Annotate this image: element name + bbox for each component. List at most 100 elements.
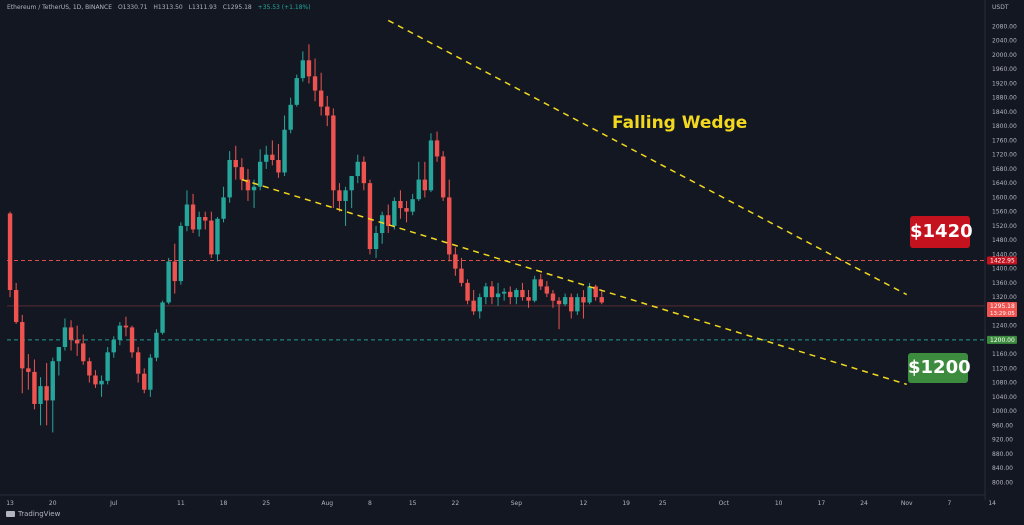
- candle-body[interactable]: [416, 179, 421, 200]
- candle-body[interactable]: [270, 154, 275, 161]
- candle-body[interactable]: [123, 325, 129, 328]
- candle-body[interactable]: [117, 325, 123, 340]
- candle-body[interactable]: [318, 90, 324, 107]
- candle-body[interactable]: [38, 386, 43, 404]
- candle-body[interactable]: [312, 76, 318, 91]
- candle-body[interactable]: [196, 216, 202, 230]
- candle-body[interactable]: [459, 268, 464, 283]
- candle-body[interactable]: [93, 375, 98, 385]
- candle-body[interactable]: [172, 261, 177, 282]
- candle-body[interactable]: [587, 286, 592, 303]
- symbol-title[interactable]: Ethereum / TetherUS, 1D, BINANCE: [7, 4, 113, 11]
- candle-body[interactable]: [501, 291, 507, 294]
- candle-body[interactable]: [20, 322, 25, 369]
- candle-body[interactable]: [465, 282, 470, 301]
- candle-body[interactable]: [135, 352, 141, 374]
- candle-body[interactable]: [166, 261, 171, 303]
- tradingview-logo[interactable]: TradingView: [6, 510, 60, 518]
- candle-body[interactable]: [471, 300, 476, 312]
- candle-body[interactable]: [331, 115, 336, 191]
- candle-body[interactable]: [379, 215, 385, 234]
- candle-body[interactable]: [489, 286, 495, 298]
- candle-body[interactable]: [99, 380, 104, 385]
- candle-body[interactable]: [142, 373, 147, 390]
- candle-body[interactable]: [562, 297, 568, 305]
- candle-body[interactable]: [221, 197, 226, 219]
- candle-body[interactable]: [514, 290, 519, 298]
- candle-body[interactable]: [355, 161, 360, 177]
- candle-body[interactable]: [276, 160, 281, 173]
- candle-body[interactable]: [538, 279, 543, 287]
- candle-body[interactable]: [325, 106, 330, 116]
- candle-body[interactable]: [264, 154, 269, 162]
- candle-body[interactable]: [544, 286, 550, 294]
- candle-body[interactable]: [581, 297, 586, 303]
- candle-body[interactable]: [495, 293, 501, 298]
- candle-body[interactable]: [184, 204, 190, 226]
- candle-body[interactable]: [282, 129, 287, 173]
- candle-body[interactable]: [556, 300, 562, 305]
- wedge-trendline-upper[interactable]: [387, 19, 908, 296]
- candle-body[interactable]: [434, 140, 440, 157]
- candle-body[interactable]: [203, 216, 208, 221]
- candle-body[interactable]: [227, 160, 232, 198]
- candle-body[interactable]: [569, 297, 574, 312]
- candle-body[interactable]: [56, 346, 62, 362]
- candle-body[interactable]: [245, 179, 251, 191]
- candle-body[interactable]: [422, 179, 428, 191]
- candle-body[interactable]: [343, 190, 348, 201]
- candle-body[interactable]: [386, 215, 391, 226]
- candle-body[interactable]: [190, 204, 196, 230]
- candle-body[interactable]: [50, 361, 55, 401]
- candle-body[interactable]: [550, 293, 556, 301]
- candle-body[interactable]: [13, 290, 19, 323]
- candle-body[interactable]: [44, 386, 49, 401]
- candle-body[interactable]: [404, 208, 409, 212]
- candle-body[interactable]: [532, 279, 537, 301]
- candle-body[interactable]: [337, 190, 342, 201]
- candle-body[interactable]: [154, 332, 159, 358]
- candle-body[interactable]: [520, 290, 525, 298]
- candle-body[interactable]: [81, 343, 86, 362]
- candle-body[interactable]: [129, 327, 135, 353]
- candle-body[interactable]: [111, 339, 116, 353]
- candle-body[interactable]: [288, 104, 293, 130]
- candle-body[interactable]: [361, 161, 367, 184]
- candle-body[interactable]: [68, 327, 74, 340]
- candle-body[interactable]: [62, 327, 68, 347]
- candle-body[interactable]: [398, 200, 403, 209]
- wedge-trendline-lower[interactable]: [241, 178, 907, 386]
- candle-body[interactable]: [105, 352, 110, 381]
- candle-body[interactable]: [392, 200, 397, 226]
- candle-body[interactable]: [160, 302, 165, 333]
- candle-body[interactable]: [599, 297, 604, 303]
- candle-body[interactable]: [251, 186, 257, 191]
- candle-body[interactable]: [215, 218, 220, 255]
- candle-body[interactable]: [428, 140, 434, 191]
- candle-body[interactable]: [209, 220, 214, 255]
- candle-body[interactable]: [306, 60, 312, 77]
- candle-body[interactable]: [593, 286, 598, 298]
- candle-body[interactable]: [373, 233, 379, 250]
- candle-body[interactable]: [32, 371, 37, 404]
- candle-body[interactable]: [239, 167, 245, 180]
- candle-body[interactable]: [300, 60, 306, 79]
- currency-label[interactable]: USDT: [992, 4, 1009, 11]
- candle-body[interactable]: [257, 161, 263, 187]
- candle-body[interactable]: [294, 78, 299, 105]
- candle-body[interactable]: [477, 297, 482, 312]
- candle-body[interactable]: [483, 286, 489, 298]
- candle-body[interactable]: [74, 339, 80, 344]
- candle-body[interactable]: [508, 291, 513, 298]
- candle-body[interactable]: [26, 368, 31, 372]
- candle-body[interactable]: [233, 160, 238, 168]
- candle-body[interactable]: [447, 197, 452, 255]
- candle-body[interactable]: [526, 297, 531, 301]
- candle-body[interactable]: [410, 199, 415, 212]
- candle-body[interactable]: [87, 361, 92, 376]
- candle-body[interactable]: [440, 156, 446, 198]
- candle-body[interactable]: [7, 213, 13, 291]
- candle-body[interactable]: [367, 183, 373, 250]
- candle-body[interactable]: [575, 297, 580, 312]
- candle-body[interactable]: [148, 357, 153, 390]
